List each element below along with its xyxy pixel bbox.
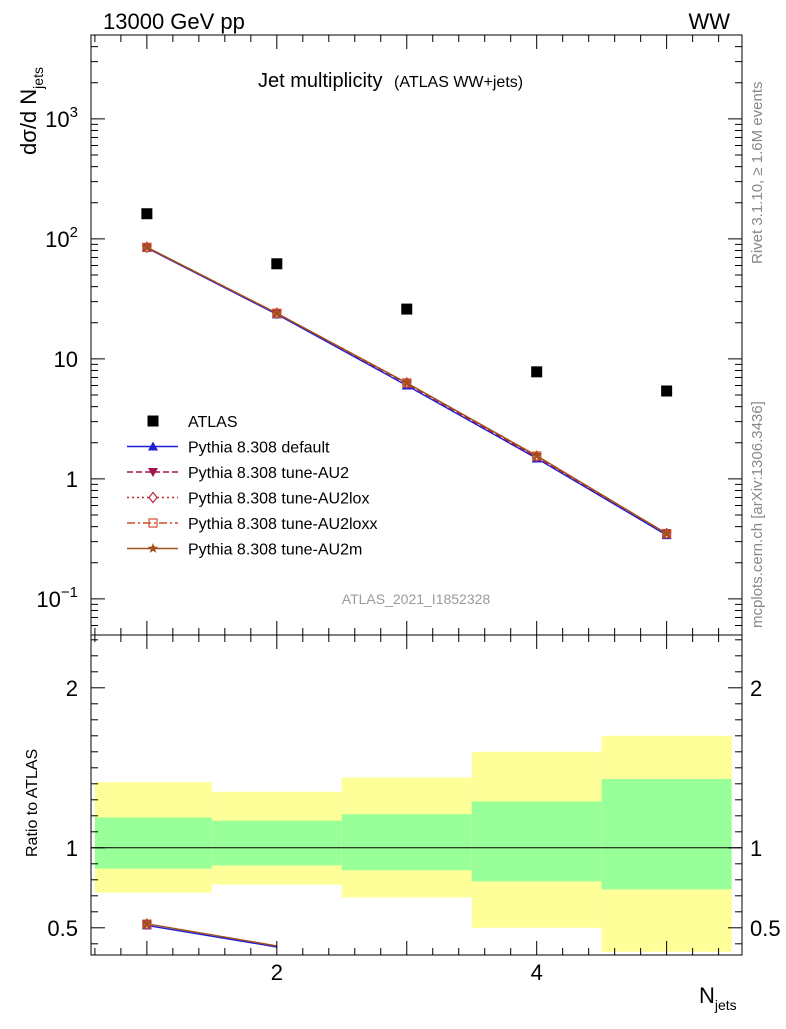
data-point-square [147,415,159,427]
data-point-star [271,307,282,318]
band-inner-1 [94,817,212,869]
legend-entry-au2m: Pythia 8.308 tune-AU2m [127,542,362,559]
ratio-y-tick-label-left: 2 [66,676,78,701]
main-y-axis-label: dσ/d Njets [16,67,46,155]
ratio-y-tick-labels: 0.5 0.5 1 1 2 2 [47,676,780,941]
ratio-y-tick-label-right: 0.5 [750,916,781,941]
legend-label-au2m: Pythia 8.308 tune-AU2m [188,542,362,559]
data-point-square [401,303,413,315]
data-point-square [141,208,153,220]
y-tick-label-base: 10 [45,107,69,132]
ratio-series-layer [141,918,277,948]
side-label-source-text: mcplots.cern.ch [arXiv:1306.3436] [749,401,766,628]
y-tick-label: 10 [54,347,78,372]
y-tick-label: 1 [66,467,78,492]
legend: ATLAS Pythia 8.308 default Pythia 8.308 tu… [127,414,377,559]
ratio-y-axis-label-text: Ratio to ATLAS [24,749,41,857]
data-point-star [141,241,153,252]
data-point-star [531,450,542,461]
ratio-y-axis-label: Ratio to ATLAS [24,749,41,857]
ratio-y-tick-label-right: 1 [750,836,762,861]
data-point-star [401,377,412,388]
legend-entry-atlas: ATLAS [147,414,238,431]
side-label-source: mcplots.cern.ch [arXiv:1306.3436] [749,401,766,628]
x-axis-label-text: N [699,983,715,1008]
legend-label-au2lox: Pythia 8.308 tune-AU2lox [188,491,369,508]
legend-entry-default: Pythia 8.308 default [127,440,330,457]
ratio-y-tick-label-left: 0.5 [47,916,78,941]
ratio-line-default [146,924,277,948]
y-tick-label: 102 [45,224,78,252]
y-tick-label-base: 10 [45,227,69,252]
data-point-square [531,366,543,378]
plot-title-main: Jet multiplicity [258,70,382,92]
band-inner-4 [471,801,602,882]
legend-label-au2: Pythia 8.308 tune-AU2 [188,465,349,482]
side-label-version: Rivet 3.1.10, ≥ 1.6M events [749,82,766,265]
data-point-star [661,528,672,538]
header-channel: WW [688,9,730,34]
ratio-uncertainty-bands [94,735,732,952]
ratio-axis-ticks [91,635,742,955]
legend-entry-au2: Pythia 8.308 tune-AU2 [127,465,349,482]
data-point-triangle-down [148,468,158,477]
data-point-open-square [148,518,158,528]
ratio-plot-frame [90,634,743,956]
legend-entry-au2lox: Pythia 8.308 tune-AU2lox [127,491,369,508]
side-label-version-text: Rivet 3.1.10, ≥ 1.6M events [749,82,766,265]
data-point-square [661,385,673,397]
band-inner-3 [341,814,472,871]
y-tick-label: 10−1 [36,584,78,612]
data-point-star [141,918,153,929]
x-tick-label: 4 [531,960,543,985]
svg-text:dσ/d Njets: dσ/d Njets [16,67,46,155]
ratio-line-au2m [146,923,277,947]
y-tick-label-exponent: 2 [70,224,78,241]
main-series-layer [141,208,673,540]
watermark: ATLAS_2021_I1852328 [342,591,491,607]
plot-title: Jet multiplicity (ATLAS WW+jets) [258,70,523,92]
y-tick-label-base: 1 [66,467,78,492]
data-point-triangle-up [148,441,158,451]
data-point-diamond [148,491,158,504]
data-point-star [147,543,159,553]
y-tick-label-base: 10 [36,587,60,612]
ratio-y-tick-label-right: 2 [750,676,762,701]
legend-label-default: Pythia 8.308 default [188,440,330,457]
y-tick-label: 103 [45,104,78,132]
ratio-y-tick-label-left: 1 [66,836,78,861]
plot-title-sub: (ATLAS WW+jets) [394,74,523,91]
x-tick-label: 2 [271,960,283,985]
band-inner-5 [601,779,732,890]
y-tick-label-exponent: 3 [70,104,78,121]
legend-label-au2loxx: Pythia 8.308 tune-AU2loxx [188,516,377,533]
series-atlas [141,208,673,397]
main-y-axis-label-text: dσ/d N [16,89,41,155]
y-tick-label-exponent: −1 [61,584,78,601]
legend-label-atlas: ATLAS [188,414,238,431]
series-au2m [141,241,672,538]
data-point-square [271,258,283,270]
main-axis-ticks [91,34,742,636]
band-inner-2 [211,820,342,866]
x-axis-label-sub: jets [714,997,737,1013]
y-tick-label-base: 10 [54,347,78,372]
header-process: 13000 GeV pp [103,9,245,34]
x-axis-label: Njets [699,983,737,1013]
legend-entry-au2loxx: Pythia 8.308 tune-AU2loxx [127,516,377,533]
ratio-series-group [141,918,277,948]
main-y-axis-label-sub: jets [30,67,46,90]
